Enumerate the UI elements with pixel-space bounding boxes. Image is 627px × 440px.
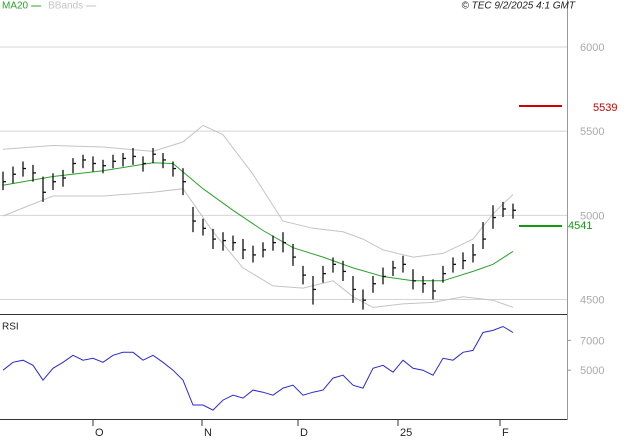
y-tick-label: 5500 <box>580 126 604 138</box>
level-label: 5539 <box>593 102 617 114</box>
x-tick-label: 25 <box>400 427 412 439</box>
level-label: 4541 <box>568 220 592 232</box>
x-tick-label: N <box>204 427 212 439</box>
legend-label: MA20 <box>2 1 29 12</box>
y-tick-label: 5000 <box>580 210 604 222</box>
legend-label: BBands <box>48 1 83 12</box>
y-tick-label: 4500 <box>580 294 604 306</box>
x-tick-label: F <box>502 427 509 439</box>
y-tick-label: 7000 <box>580 335 604 347</box>
panel-title: RSI <box>2 322 19 333</box>
x-tick-label: O <box>95 427 104 439</box>
x-tick-label: D <box>300 427 308 439</box>
y-tick-label: 5000 <box>580 365 604 377</box>
band-line <box>2 124 514 258</box>
y-tick-label: 6000 <box>580 42 604 54</box>
band-line <box>2 188 514 308</box>
copyright: © TEC 9/2/2025 4:1 GMT <box>461 1 575 12</box>
rsi-line <box>2 325 514 411</box>
